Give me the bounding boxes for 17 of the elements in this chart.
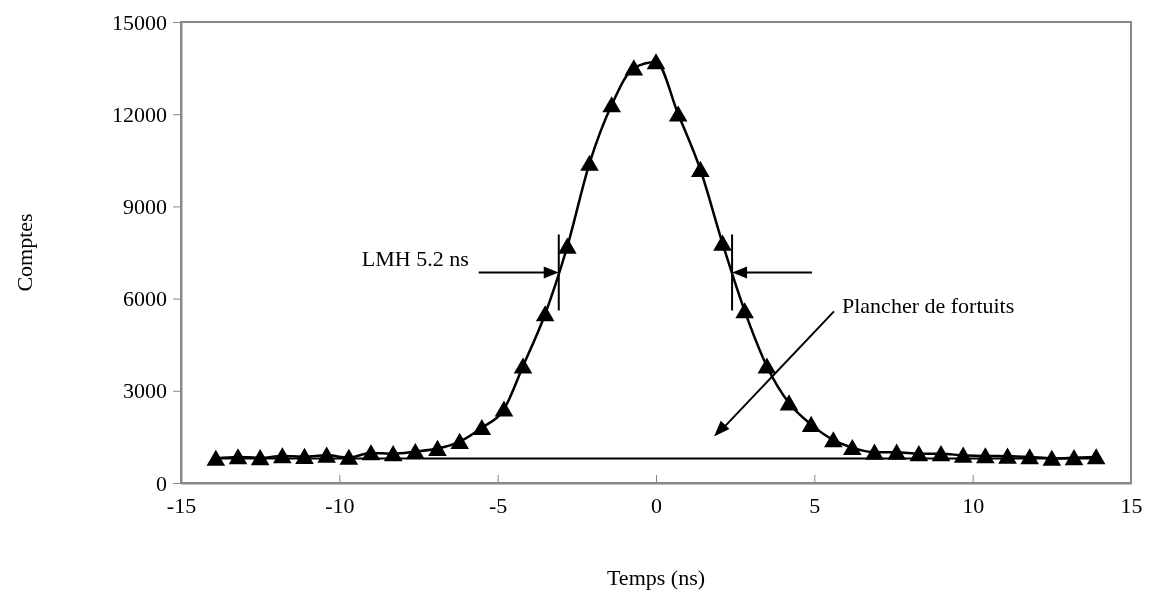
x-tick-label: -15 xyxy=(166,492,197,518)
annotation: LMH 5.2 ns xyxy=(361,246,469,272)
y-tick-label: 0 xyxy=(156,470,167,496)
y-tick-label: 12000 xyxy=(112,101,167,127)
y-tick-label: 9000 xyxy=(123,193,167,219)
x-axis-title: Temps (ns) xyxy=(606,565,706,590)
y-tick-label: 15000 xyxy=(112,9,167,35)
x-tick-label: -5 xyxy=(489,492,508,518)
x-tick-label: -10 xyxy=(325,492,355,518)
x-tick-label: 5 xyxy=(809,492,821,518)
y-axis-title: Comptes xyxy=(12,213,37,292)
x-tick-label: 15 xyxy=(1120,492,1143,518)
y-tick-label: 6000 xyxy=(123,286,167,312)
annotation: Plancher de fortuits xyxy=(842,293,1015,319)
x-tick-label: 10 xyxy=(962,492,985,518)
x-tick-label: 0 xyxy=(651,492,662,518)
y-tick-label: 3000 xyxy=(123,378,167,404)
